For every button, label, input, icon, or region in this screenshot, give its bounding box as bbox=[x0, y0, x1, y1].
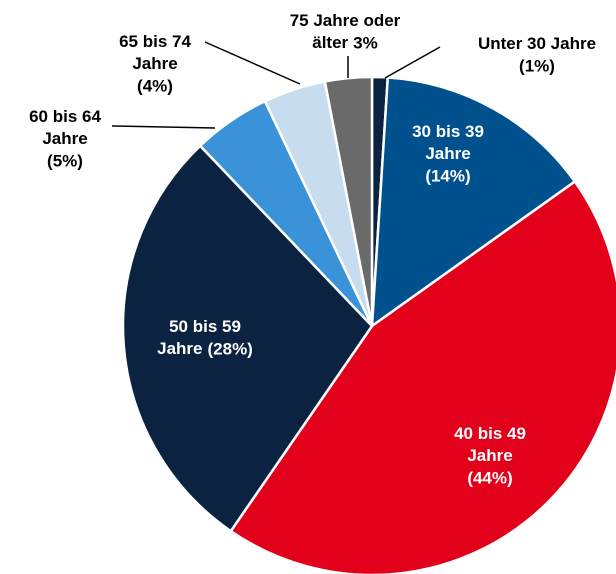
slice-label: 65 bis 74 Jahre bbox=[119, 32, 191, 73]
label-line: Jahre bbox=[425, 144, 470, 163]
leader-line bbox=[111, 125, 216, 129]
pie-slice bbox=[121, 144, 374, 533]
slice-label: 30 bis 39 Jahre bbox=[412, 122, 484, 163]
label-line: Jahre bbox=[467, 446, 512, 465]
label-line: 75 Jahre oder bbox=[290, 11, 401, 30]
slice-label: 75 Jahre oder älter bbox=[290, 11, 401, 52]
value-label: (5%) bbox=[47, 151, 83, 170]
label-line: Jahre bbox=[132, 54, 177, 73]
slice-label: 50 bis 59 Jahre bbox=[157, 317, 241, 358]
label-line: 40 bis 49 bbox=[454, 424, 526, 443]
slice-label: 60 bis 64 Jahre bbox=[29, 107, 101, 148]
value-label: 3% bbox=[353, 33, 378, 52]
leader-line bbox=[204, 41, 301, 85]
label-line: älter bbox=[312, 33, 348, 52]
slice-label: 40 bis 49 Jahre bbox=[454, 424, 526, 465]
pie-slice bbox=[370, 76, 577, 329]
label-line: Jahre bbox=[42, 129, 87, 148]
pie-slice bbox=[323, 75, 374, 327]
label-line: Unter 30 Jahre bbox=[478, 34, 596, 53]
leader-line bbox=[384, 46, 441, 79]
value-label: (1%) bbox=[519, 56, 555, 75]
pie-slice bbox=[229, 179, 616, 574]
value-label: (14%) bbox=[425, 166, 470, 185]
value-label: (28%) bbox=[208, 339, 253, 358]
label-line: 30 bis 39 bbox=[412, 122, 484, 141]
label-line: 60 bis 64 bbox=[29, 107, 101, 126]
label-line: 65 bis 74 bbox=[119, 32, 191, 51]
slice-label: Unter 30 Jahre bbox=[478, 34, 596, 53]
value-label: (44%) bbox=[467, 468, 512, 487]
value-label: (4%) bbox=[137, 76, 173, 95]
label-line: Jahre bbox=[157, 339, 202, 358]
label-line: 50 bis 59 bbox=[169, 317, 241, 336]
